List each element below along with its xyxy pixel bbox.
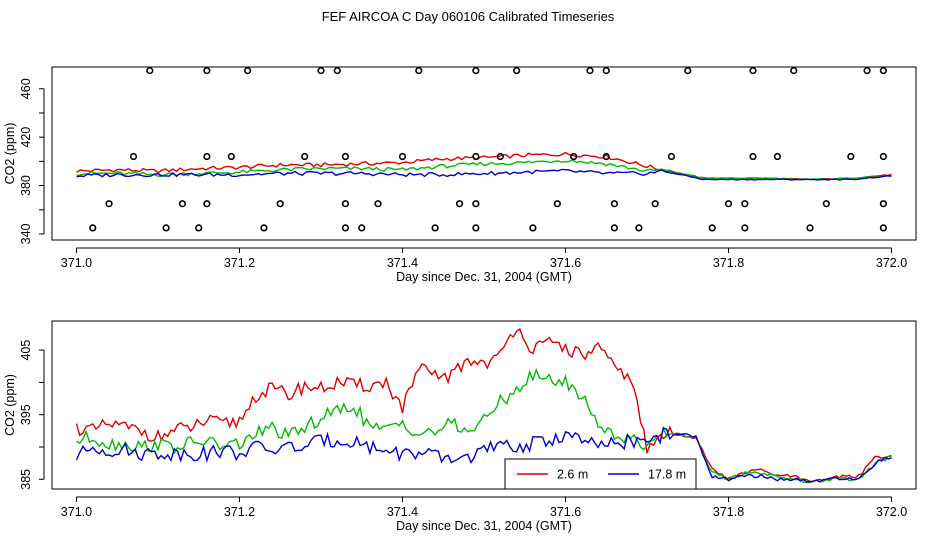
flag-point xyxy=(847,152,855,161)
flag-point xyxy=(529,224,537,232)
x-tick-label: 371.2 xyxy=(224,256,255,270)
legend: 2.6 m 17.8 m xyxy=(504,458,697,490)
x-axis-title: Day since Dec. 31, 2004 (GMT) xyxy=(396,519,572,533)
y-tick-label: 340 xyxy=(19,223,33,244)
flag-point xyxy=(203,152,211,161)
x-tick-label: 372.0 xyxy=(876,505,907,519)
x-tick-label: 371.2 xyxy=(224,505,255,519)
y-tick-label: 405 xyxy=(19,340,33,361)
flag-point xyxy=(178,200,187,208)
page-title: FEF AIRCOA C Day 060106 Calibrated Times… xyxy=(321,9,615,24)
flag-point xyxy=(472,152,480,161)
flag-point xyxy=(684,67,692,75)
flag-point xyxy=(89,224,97,232)
flag-point xyxy=(879,67,887,75)
y-tick-label: 380 xyxy=(19,175,33,196)
flag-point xyxy=(398,152,407,161)
x-tick-label: 371.6 xyxy=(550,505,581,519)
flag-point xyxy=(667,152,676,161)
flag-point xyxy=(602,67,610,75)
flag-point xyxy=(244,67,252,75)
flag-point xyxy=(496,152,504,161)
flag-point xyxy=(455,200,464,208)
flag-point xyxy=(773,152,782,161)
flag-point xyxy=(227,152,235,161)
series-line-blue xyxy=(75,426,892,483)
flag-point xyxy=(586,67,594,75)
flag-point xyxy=(570,152,578,161)
x-tick-label: 371.0 xyxy=(61,505,92,519)
y-tick-label: 385 xyxy=(19,469,33,490)
flag-point xyxy=(790,67,798,75)
flag-point xyxy=(708,224,716,232)
flag-point xyxy=(472,67,480,75)
flag-point xyxy=(333,67,341,75)
flag-point xyxy=(358,224,366,232)
x-tick-label: 371.4 xyxy=(387,505,418,519)
flag-point xyxy=(162,224,170,232)
flag-point xyxy=(472,200,480,208)
flag-point xyxy=(806,224,814,232)
flag-point xyxy=(741,224,749,232)
flag-point xyxy=(749,67,757,75)
flag-point xyxy=(879,224,887,232)
flag-point xyxy=(317,67,325,75)
series-line-green xyxy=(76,367,892,484)
flag-point xyxy=(724,200,733,208)
x-tick-label: 371.6 xyxy=(550,256,581,270)
flag-point xyxy=(146,67,154,75)
flag-point xyxy=(749,152,757,161)
legend-label: 2.6 m xyxy=(557,468,588,482)
flag-point xyxy=(472,224,480,232)
flag-point xyxy=(553,200,561,208)
plot-area xyxy=(75,328,892,484)
plot-area xyxy=(76,67,892,232)
top-panel: 371.0 371.2 371.4 371.6 371.8 372.0 Day since … xyxy=(3,66,917,284)
flag-point xyxy=(105,200,113,208)
flag-point xyxy=(610,200,619,208)
x-tick-label: 371.8 xyxy=(713,505,744,519)
flag-point xyxy=(863,67,871,75)
flag-point xyxy=(203,200,211,208)
flag-point xyxy=(431,224,439,232)
flag-point xyxy=(129,152,138,161)
flag-point xyxy=(301,152,309,161)
x-tick-label: 371.0 xyxy=(61,256,92,270)
flag-point xyxy=(610,224,619,232)
legend-label: 17.8 m xyxy=(648,468,686,482)
flag-point xyxy=(374,200,382,208)
flag-point xyxy=(879,200,887,208)
x-axis-title: Day since Dec. 31, 2004 (GMT) xyxy=(396,270,572,284)
flag-point xyxy=(276,200,284,208)
plot-frame xyxy=(51,66,917,241)
flag-point xyxy=(415,67,423,75)
x-tick-label: 371.4 xyxy=(387,256,418,270)
flag-point xyxy=(341,224,350,232)
flag-point xyxy=(203,67,211,75)
y-tick-label: 420 xyxy=(19,127,33,148)
plot-frame xyxy=(51,320,917,490)
flag-point xyxy=(341,152,350,161)
series-line-blue xyxy=(76,168,892,181)
flag-point xyxy=(195,224,203,232)
y-axis-title: CO2 (ppm) xyxy=(3,123,17,185)
x-tick-label: 372.0 xyxy=(876,256,907,270)
flag-point xyxy=(513,67,521,75)
bottom-panel: 371.0 371.2 371.4 371.6 371.8 372.0 Day since … xyxy=(3,320,917,533)
flag-point xyxy=(879,152,887,161)
series-line-green xyxy=(76,159,892,181)
series-line-red xyxy=(75,328,892,483)
y-axis-title: CO2 (ppm) xyxy=(3,374,17,436)
flag-point xyxy=(741,200,749,208)
flag-point xyxy=(635,224,643,232)
y-tick-label: 460 xyxy=(19,78,33,99)
flag-point xyxy=(651,200,659,208)
flag-point xyxy=(260,224,268,232)
y-tick-label: 395 xyxy=(19,404,33,425)
flag-point xyxy=(822,200,830,208)
flag-point xyxy=(602,152,610,161)
x-tick-label: 371.8 xyxy=(713,256,744,270)
flag-point xyxy=(341,200,350,208)
